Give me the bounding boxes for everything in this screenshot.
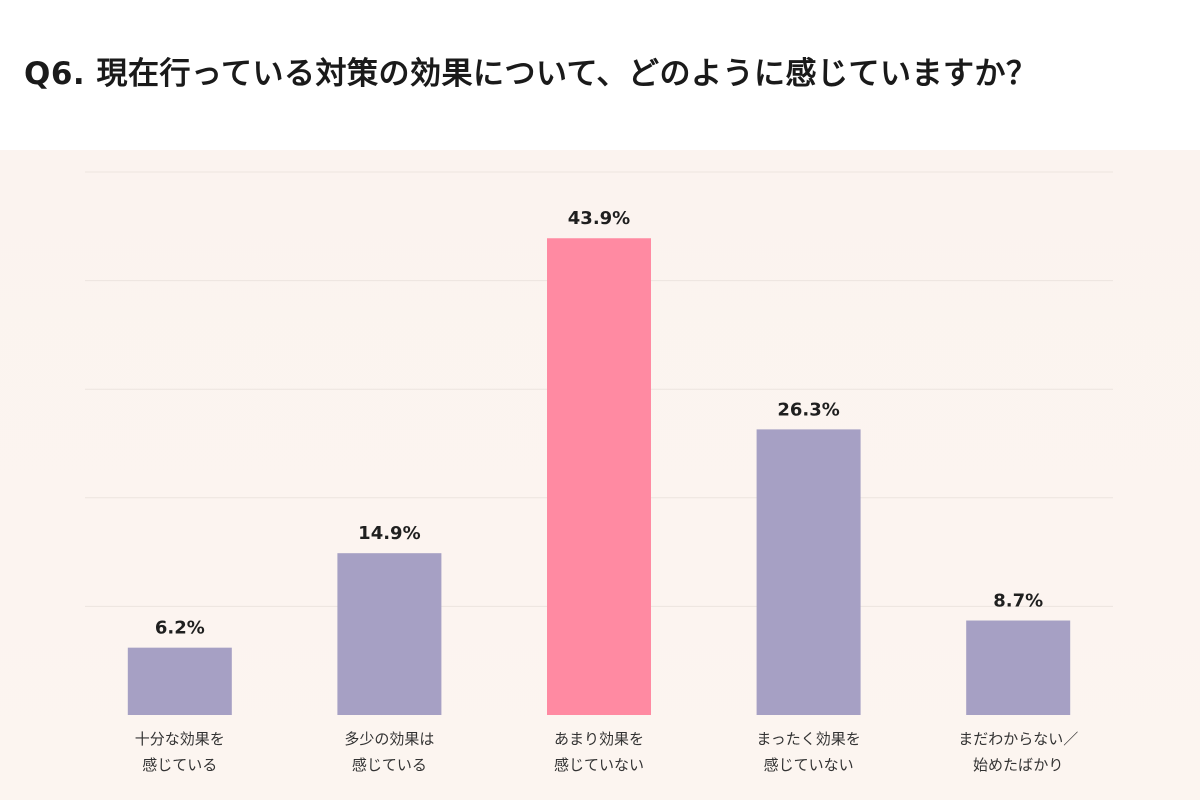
data-label: 6.2% <box>155 618 205 639</box>
category-label: あまり効果を <box>554 730 644 748</box>
data-label: 14.9% <box>358 523 420 544</box>
category-label: 感じている <box>352 756 427 774</box>
data-label: 43.9% <box>568 208 630 229</box>
category-label: 感じていない <box>764 756 854 774</box>
bar <box>756 429 861 715</box>
category-label: 感じていない <box>554 756 644 774</box>
category-label: 感じている <box>142 756 217 774</box>
category-label: 十分な効果を <box>135 730 225 748</box>
category-label: 多少の効果は <box>344 730 434 748</box>
bar <box>127 647 232 715</box>
category-label: まったく効果を <box>756 730 860 748</box>
bar <box>337 553 442 715</box>
category-label: まだわからない／ <box>958 730 1078 748</box>
bar <box>547 238 651 715</box>
data-label: 26.3% <box>777 399 839 420</box>
chart-title: Q6. 現在行っている対策の効果について、どのように感じていますか？ <box>24 56 1038 92</box>
category-label: 始めたばかり <box>973 756 1063 774</box>
data-label: 8.7% <box>993 591 1043 612</box>
bar <box>966 620 1071 715</box>
